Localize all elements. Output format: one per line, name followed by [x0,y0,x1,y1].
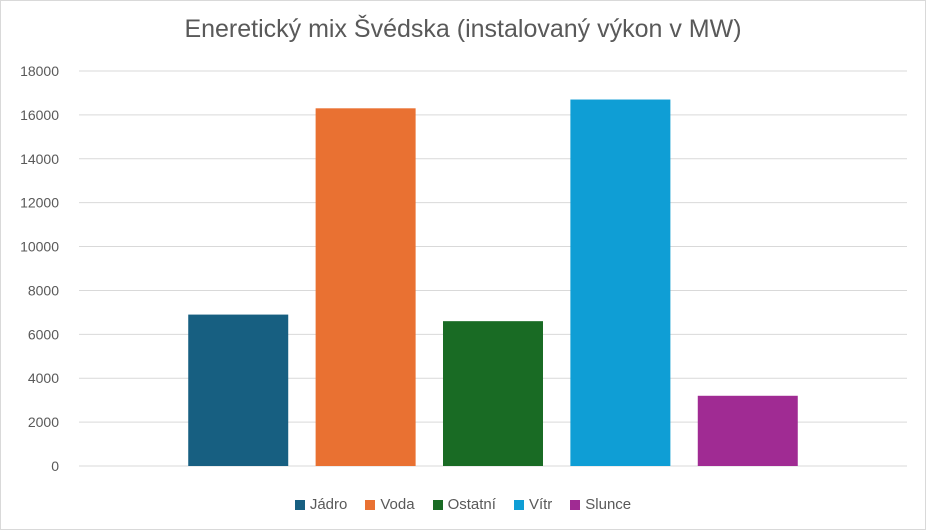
bar-1 [188,314,289,466]
y-tick-label: 2000 [28,414,59,430]
y-tick-label: 0 [51,458,59,474]
legend-swatch [365,499,376,510]
bar-4 [570,99,671,467]
bar-3 [443,321,543,466]
y-tick-label: 14000 [20,151,59,167]
y-tick-label: 6000 [28,326,59,342]
y-tick-label: 8000 [28,282,59,298]
bar-2 [315,108,416,467]
legend-swatch [513,499,524,510]
legend-item: Ostatní [432,496,496,513]
bar-5 [697,395,798,466]
y-tick-label: 18000 [20,63,59,79]
legend-label: Slunce [585,496,632,513]
legend-label: Ostatní [447,496,496,513]
y-tick-label: 12000 [20,195,59,211]
legend-item: Slunce [570,496,631,513]
legend-swatch [294,499,305,510]
legend-label: Voda [380,496,415,513]
legend-label: Vítr [528,496,553,513]
y-tick-label: 4000 [28,370,59,386]
legend-swatch [432,499,443,510]
chart-legend: Jádro Voda Ostatní Vítr Slunce [1,496,925,513]
legend-item: Vítr [513,496,553,513]
legend-item: Jádro [294,496,348,513]
y-tick-label: 16000 [20,107,59,123]
legend-swatch [570,499,581,510]
y-tick-label: 10000 [20,239,59,255]
legend-label: Jádro [309,496,348,513]
legend-item: Voda [365,496,415,513]
chart-title: Eneretický mix Švédska (instalovaný výko… [184,15,742,43]
